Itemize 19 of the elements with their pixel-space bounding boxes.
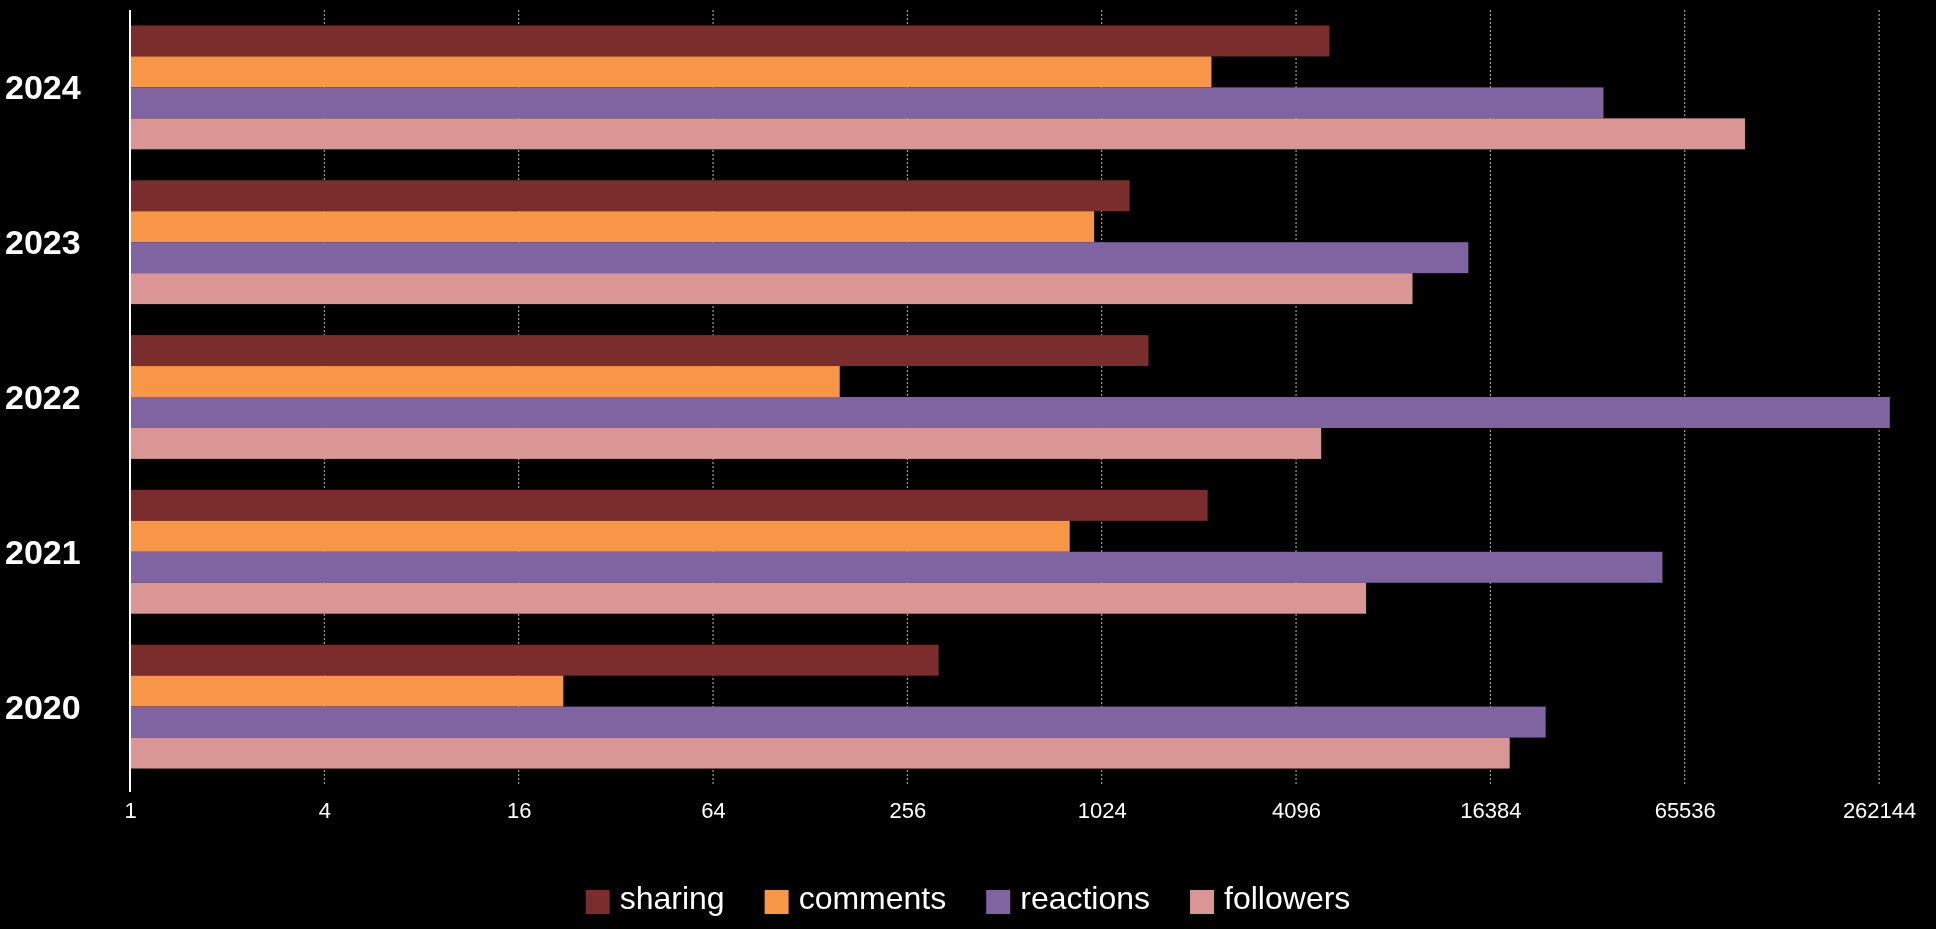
y-tick-label: 2020 xyxy=(5,687,81,726)
x-tick-label: 65536 xyxy=(1654,797,1716,823)
legend-label: comments xyxy=(798,880,947,916)
x-tick-label: 262144 xyxy=(1842,797,1917,823)
x-tick-label: 64 xyxy=(701,797,726,823)
y-tick-label: 2023 xyxy=(5,223,81,262)
y-tick-label: 2022 xyxy=(5,377,81,416)
x-tick-label: 16384 xyxy=(1460,797,1522,823)
x-tick-label: 16 xyxy=(506,797,532,823)
x-tick-label: 4096 xyxy=(1272,797,1322,823)
x-tick-label: 1 xyxy=(124,797,137,823)
legend-label: reactions xyxy=(1020,880,1151,916)
y-tick-label: 2024 xyxy=(5,68,81,107)
y-tick-label: 2021 xyxy=(5,532,81,571)
legend-label: followers xyxy=(1224,880,1351,916)
x-tick-label: 256 xyxy=(889,797,927,823)
x-tick-label: 1024 xyxy=(1077,797,1127,823)
x-tick-label: 4 xyxy=(318,797,331,823)
legend-label: sharing xyxy=(619,880,725,916)
